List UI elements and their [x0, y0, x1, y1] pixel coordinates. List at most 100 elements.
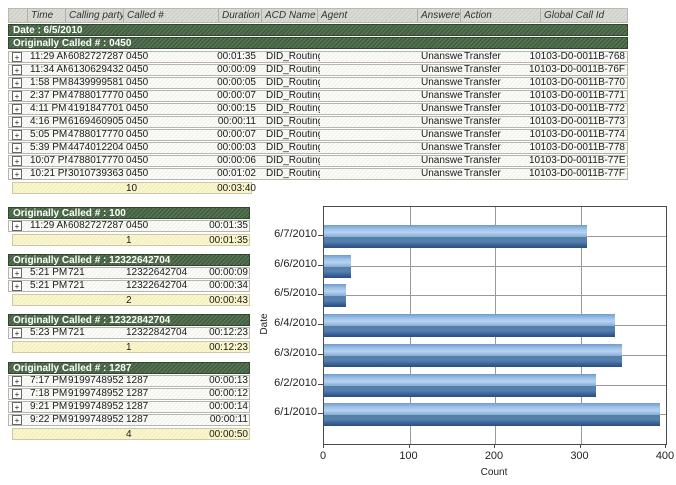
expand-icon[interactable]: +	[12, 221, 22, 231]
sub-group-tables: Originally Called # : 100+11:29 AM608272…	[8, 207, 250, 448]
cell-calling-party: 4474012204	[68, 143, 124, 153]
cell-global-call-id: 10103-D0-0011B-778	[529, 143, 625, 153]
expand-icon[interactable]: +	[12, 376, 22, 386]
expand-icon[interactable]: +	[12, 389, 22, 399]
cell-time: 5:05 PM	[30, 130, 67, 140]
cell-called: 12322642704	[126, 281, 188, 291]
cell-answered: Unanswered	[421, 52, 463, 62]
cell-time: 4:11 PM	[30, 104, 67, 114]
column-header-answered: Answered	[418, 9, 461, 22]
cell-time: 11:34 AM	[30, 65, 67, 75]
column-header-action: Action	[461, 9, 541, 22]
x-axis-tick	[494, 444, 495, 448]
column-header-time: Time	[28, 9, 66, 22]
cell-duration: 00:00:14	[209, 402, 248, 412]
expand-icon[interactable]: +	[12, 130, 22, 140]
calls-by-date-chart: Date Count 0 100 200 300 400 6/7/2010 6/6/2010…	[255, 195, 676, 485]
cell-answered: Unanswered	[421, 130, 463, 140]
cell-calling-party: 3010739363	[68, 169, 124, 179]
expand-icon[interactable]: +	[12, 143, 22, 153]
cell-global-call-id: 10103-D0-0011B-772	[529, 104, 625, 114]
group-subtotal: 1 00:01:35	[12, 234, 250, 246]
cell-called: 0450	[126, 143, 149, 153]
cell-acd-name: DID_Routing	[266, 143, 320, 153]
cell-answered: Unanswered	[421, 143, 463, 153]
cell-calling-party: 4788017770	[68, 91, 124, 101]
cell-called: 12322842704	[126, 328, 188, 338]
cell-global-call-id: 10103-D0-0011B-774	[529, 130, 625, 140]
expand-icon[interactable]: +	[12, 91, 22, 101]
group-subtotal: 4 00:00:50	[12, 428, 250, 440]
cell-answered: Unanswered	[421, 117, 463, 127]
cell-action: Transfer	[464, 65, 501, 75]
cell-action: Transfer	[464, 130, 501, 140]
bar-6-7-2010	[324, 225, 588, 248]
expand-icon[interactable]: +	[12, 156, 22, 166]
group-subtotal: 1 00:12:23	[12, 341, 250, 353]
cell-duration: 00:01:35	[209, 221, 248, 231]
cell-calling-party: 721	[68, 268, 85, 278]
y-axis-category-label: 6/6/2010	[274, 257, 317, 270]
expand-icon[interactable]: +	[12, 52, 22, 62]
table-row: +7:18 PM 9199748952 1287 00:00:12	[8, 388, 250, 400]
cell-action: Transfer	[464, 91, 501, 101]
cell-calling-party: 9199748952	[68, 376, 124, 386]
cell-duration: 00:00:11	[209, 415, 248, 425]
cell-time: 7:18 PM	[30, 389, 67, 399]
y-axis-tick	[318, 294, 323, 296]
cell-called: 1287	[126, 376, 149, 386]
expand-icon[interactable]: +	[12, 169, 22, 179]
x-axis-tick-label: 100	[399, 450, 418, 462]
expand-icon[interactable]: +	[12, 281, 22, 291]
cell-answered: Unanswered	[421, 91, 463, 101]
expand-icon[interactable]: +	[12, 402, 22, 412]
x-axis-tick-label: 0	[319, 450, 327, 462]
x-axis-tick	[579, 444, 581, 448]
cell-global-call-id: 10103-D0-0011B-770	[529, 78, 625, 88]
y-axis-tick	[318, 264, 323, 266]
cell-time: 5:21 PM	[30, 268, 67, 278]
group-header: Originally Called # : 1287	[8, 362, 250, 374]
date-group-header: Date : 6/5/2010	[8, 24, 628, 36]
cell-duration: 00:00:34	[209, 281, 248, 291]
bar-6-1-2010	[324, 403, 660, 427]
bar-6-2-2010	[324, 373, 596, 397]
subtotal-count: 10	[126, 183, 138, 194]
group-header-0450: Originally Called # : 0450	[8, 37, 628, 49]
table-row: +5:39 PM 4474012204 0450 00:00:03 DID_Routin…	[8, 142, 628, 154]
cell-called: 0450	[126, 130, 149, 140]
sub-group-table: Originally Called # : 100+11:29 AM608272…	[8, 207, 250, 246]
group-subtotal: 2 00:00:43	[12, 294, 250, 306]
subtotal-duration: 00:12:23	[209, 342, 248, 353]
cell-calling-party: 9199748952	[68, 415, 124, 425]
cell-acd-name: DID_Routing	[266, 156, 320, 166]
category-gridline	[324, 265, 666, 267]
expand-icon[interactable]: +	[12, 415, 22, 425]
cell-calling-party: 6130629432	[68, 65, 124, 75]
expand-icon[interactable]: +	[12, 78, 22, 88]
cell-time: 10:21 PM	[30, 169, 67, 179]
subtotal-duration: 00:00:50	[209, 429, 248, 440]
cell-calling-party: 9199748952	[68, 389, 124, 399]
cell-global-call-id: 10103-D0-0011B-77F	[529, 169, 625, 179]
column-header-agent: Agent	[318, 9, 418, 22]
expand-icon[interactable]: +	[12, 65, 22, 75]
expand-icon[interactable]: +	[12, 104, 22, 114]
cell-calling-party: 721	[68, 281, 85, 291]
table-row: +5:05 PM 4788017770 0450 00:00:07 DID_Routin…	[8, 129, 628, 141]
group-header: Originally Called # : 12322842704	[8, 314, 250, 326]
cell-action: Transfer	[464, 104, 501, 114]
cell-answered: Unanswered	[421, 65, 463, 75]
x-axis-tick-label: 300	[570, 450, 589, 462]
subtotal-count: 1	[126, 235, 132, 246]
expand-icon[interactable]: +	[12, 117, 22, 127]
cell-duration: 00:01:35	[217, 52, 256, 62]
expand-icon[interactable]: +	[12, 268, 22, 278]
expand-icon[interactable]: +	[12, 328, 22, 338]
cell-called: 1287	[126, 389, 149, 399]
cell-acd-name: DID_Routing	[266, 65, 320, 75]
bar-6-5-2010	[324, 284, 347, 308]
sub-group-table: Originally Called # : 12322842704 +5:23 P…	[8, 314, 250, 353]
